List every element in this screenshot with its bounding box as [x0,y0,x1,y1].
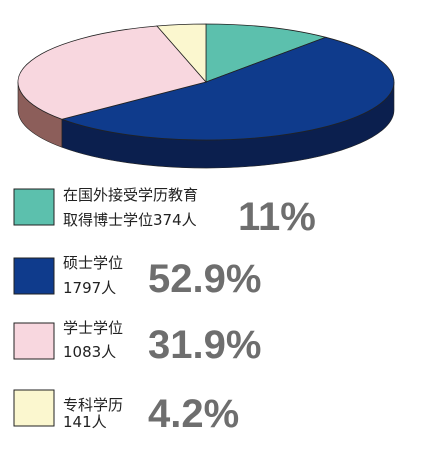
legend-sublabel: 141人 [63,413,107,431]
legend-label: 硕士学位 [63,254,123,272]
legend-label: 学士学位 [63,319,123,337]
pie-slice [17,25,207,120]
legend-sublabel: 取得博士学位374人 [63,211,197,229]
pie-slice [205,23,328,83]
legend-swatch [13,389,55,427]
legend-swatch [13,257,55,295]
legend-sublabel: 1083人 [63,343,116,361]
legend-label: 专科学历 [63,396,123,414]
value-label: 4.2% [148,392,239,436]
pie-slice [156,23,207,84]
value-label: 31.9% [148,323,261,367]
legend-swatch [13,188,55,226]
legend-swatch [13,322,55,360]
legend-label: 在国外接受学历教育 [63,186,198,204]
pie-slice [60,36,395,141]
value-label: 52.9% [148,257,261,301]
value-label: 11% [238,195,316,239]
legend-sublabel: 1797人 [63,279,116,297]
